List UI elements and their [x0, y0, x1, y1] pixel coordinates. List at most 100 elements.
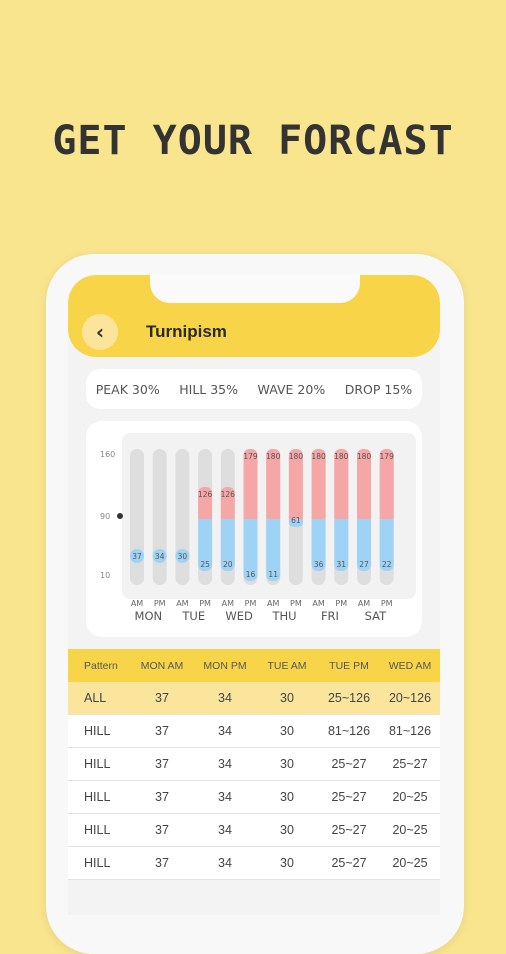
bar-max-segment	[266, 449, 281, 519]
row-price-cell: 25~27	[318, 780, 380, 814]
row-price-cell: 34	[194, 747, 256, 781]
table-row[interactable]: HILL 37 34 30 25~27 20~25	[68, 780, 440, 814]
x-day-label: MON	[135, 609, 163, 623]
back-button[interactable]: ‹	[82, 314, 118, 350]
bar-max-segment	[379, 449, 394, 519]
bar-max-label: 126	[221, 490, 236, 499]
bar-min-label: 27	[359, 560, 369, 569]
bar-max-segment	[220, 487, 235, 519]
bar-max-label: 179	[380, 452, 395, 461]
bar-track	[152, 449, 167, 585]
x-day-label: WED	[225, 609, 253, 623]
bar-point-label: 30	[178, 552, 188, 561]
bar-min-segment-join	[311, 519, 326, 523]
x-period-label: AM	[131, 599, 143, 608]
app-screen: ‹ Turnipism PEAK 30% HILL 35% WAVE 20% D…	[68, 275, 440, 915]
forecast-chart: 10 90 160 37 AM 34 PM 30 AM 126 25 PM 126 20 AM 179 16 PM…	[100, 433, 416, 623]
col-mon-am: MON AM	[130, 649, 194, 682]
row-price-cell: 25~126	[318, 682, 380, 715]
headline: GET YOUR FORCAST	[52, 118, 454, 164]
row-price-cell: 37	[130, 747, 194, 781]
bar-min-segment	[243, 519, 258, 581]
bar-max-segment	[288, 449, 303, 519]
row-price-cell: 25~27	[318, 747, 380, 781]
x-day-label: THU	[272, 609, 297, 623]
bar-min-label: 11	[268, 570, 278, 579]
bar-max-segment-join	[220, 515, 235, 519]
bar-min-label: 36	[314, 560, 324, 569]
table-row[interactable]: HILL 37 34 30 25~27 20~25	[68, 813, 440, 847]
row-pattern-cell: HILL	[68, 780, 130, 814]
row-price-cell: 37	[130, 682, 194, 715]
row-price-cell: 30	[256, 780, 318, 814]
app-bar: ‹ Turnipism	[68, 275, 440, 357]
bar-min-label: 20	[223, 560, 233, 569]
col-tue-am: TUE AM	[256, 649, 318, 682]
bar-max-segment-join	[334, 515, 349, 519]
x-period-label: PM	[381, 599, 393, 608]
x-day-label: TUE	[181, 609, 205, 623]
bar-min-segment	[357, 519, 371, 571]
bar-max-label: 180	[266, 452, 281, 461]
x-day-label: FRI	[321, 609, 339, 623]
bar-min-segment-join	[357, 519, 371, 523]
prob-wave: WAVE 20%	[257, 381, 326, 397]
bar-min-segment-join	[288, 519, 303, 523]
row-price-cell: 34	[194, 813, 256, 847]
x-period-label: PM	[245, 599, 257, 608]
x-day-label: SAT	[365, 609, 387, 623]
bar-max-segment	[311, 449, 326, 519]
bar-max-segment-join	[288, 515, 303, 519]
bar-max-segment	[334, 449, 349, 519]
forecast-table: Pattern MON AM MON PM TUE AM TUE PM WED …	[68, 649, 440, 880]
bar-min-segment	[198, 519, 213, 571]
chevron-left-icon: ‹	[95, 320, 105, 344]
row-price-cell: 81~126	[318, 714, 380, 748]
bar-min-segment	[311, 519, 326, 571]
col-mon-pm: MON PM	[194, 649, 256, 682]
row-price-cell: 30	[256, 714, 318, 748]
x-period-label: AM	[222, 599, 234, 608]
bar-min-label: 16	[246, 570, 256, 579]
bar-point-label: 37	[132, 552, 142, 561]
bar-point	[152, 549, 167, 563]
y-tick-label: 10	[100, 571, 110, 580]
x-period-label: AM	[176, 599, 188, 608]
x-period-label: AM	[312, 599, 324, 608]
y-tick-label: 90	[100, 512, 110, 521]
row-price-cell: 34	[194, 780, 256, 814]
bar-min-segment-join	[334, 519, 349, 523]
row-price-cell: 30	[256, 846, 318, 880]
row-price-cell: 37	[130, 846, 194, 880]
forecast-chart-card: 10 90 160 37 AM 34 PM 30 AM 126 25 PM 126 20 AM 179 16 PM…	[86, 421, 422, 637]
x-period-label: PM	[335, 599, 347, 608]
col-tue-pm: TUE PM	[318, 649, 380, 682]
table-row[interactable]: HILL 37 34 30 25~27 25~27	[68, 747, 440, 781]
table-row[interactable]: HILL 37 34 30 25~27 20~25	[68, 846, 440, 880]
table-row[interactable]: HILL 37 34 30 81~126 81~126	[68, 714, 440, 748]
table-row[interactable]: ALL 37 34 30 25~126 20~126	[68, 682, 440, 715]
x-period-label: PM	[199, 599, 211, 608]
row-price-cell: 37	[130, 714, 194, 748]
bar-min-segment	[220, 519, 235, 571]
bar-max-segment-join	[266, 515, 281, 519]
app-title: Turnipism	[146, 322, 227, 341]
bar-max-label: 179	[243, 452, 258, 461]
y-tick-label: 160	[100, 450, 115, 459]
row-pattern-cell: HILL	[68, 714, 130, 748]
bar-max-segment	[357, 449, 371, 519]
table-header-row: Pattern MON AM MON PM TUE AM TUE PM WED …	[68, 649, 440, 682]
bar-track	[130, 449, 144, 585]
row-price-cell: 30	[256, 747, 318, 781]
phone-notch	[150, 275, 360, 303]
col-wed-am: WED AM	[380, 649, 440, 682]
row-price-cell: 20~25	[380, 846, 440, 880]
row-price-cell: 34	[194, 714, 256, 748]
bar-min-segment	[266, 519, 281, 581]
bar-min-segment	[334, 519, 349, 571]
row-price-cell: 30	[256, 813, 318, 847]
bar-max-segment-join	[243, 515, 258, 519]
row-price-cell: 25~27	[318, 813, 380, 847]
bar-max-label: 126	[198, 490, 213, 499]
row-price-cell: 34	[194, 682, 256, 715]
